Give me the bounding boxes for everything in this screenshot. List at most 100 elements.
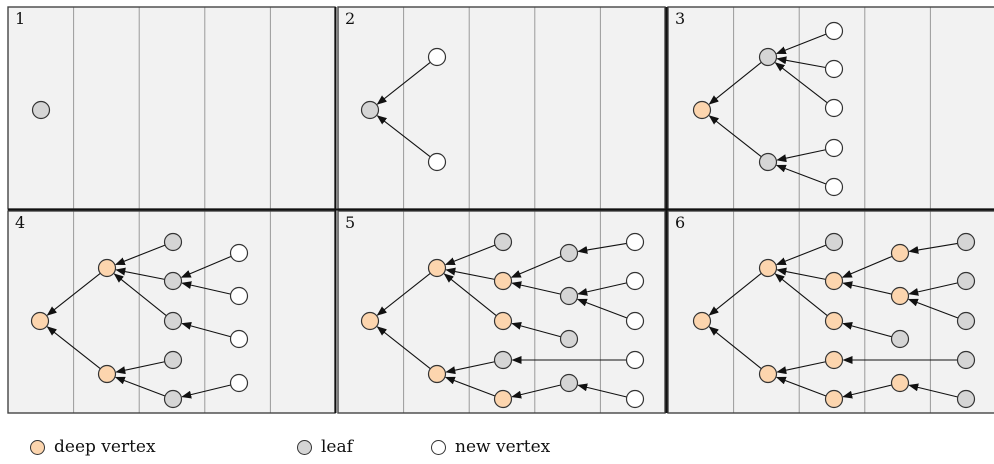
panel-5-edge	[577, 383, 627, 398]
panel-5-number: 5	[345, 213, 355, 232]
panel-1-number: 1	[15, 9, 25, 28]
legend-deep-label: deep vertex	[54, 437, 156, 457]
panel-6-edge	[842, 322, 892, 338]
panel-6-deep-vertex	[758, 258, 778, 278]
panel-4-edge	[114, 376, 166, 397]
panel-5-deep-vertex	[427, 258, 447, 278]
panel-6-edge	[907, 298, 959, 319]
panel-5-edge	[577, 242, 627, 254]
panel-6-edge	[708, 326, 762, 370]
panel-6-deep-vertex	[758, 364, 778, 384]
leaf-swatch-icon	[297, 439, 312, 455]
panel-4-edge	[46, 326, 101, 370]
panel-5-new-vertex	[625, 271, 645, 291]
panel-6-edge	[708, 272, 762, 316]
panel-5-edge	[443, 273, 497, 317]
panel-6-leaf-vertex	[824, 232, 844, 252]
panel-4-edge	[114, 244, 166, 266]
panel-2-edge	[376, 61, 431, 105]
panel-6-edge	[774, 273, 828, 317]
panel-4-leaf-vertex	[163, 232, 183, 252]
panel-3-edge	[776, 149, 826, 163]
panel-6-deep-vertex	[890, 286, 910, 306]
panel-5-edge	[445, 267, 495, 280]
panel-4-edge	[46, 272, 101, 316]
panel-4-deep-vertex	[30, 311, 50, 331]
panel-4-edge	[180, 255, 232, 278]
panel-5-leaf-vertex	[493, 232, 513, 252]
panel-4-number: 4	[15, 213, 25, 232]
panel-4-deep-vertex	[97, 364, 117, 384]
panel-4-deep-vertex	[97, 258, 117, 278]
panel-6-edge	[908, 242, 958, 254]
deep-vertex-swatch-icon	[30, 439, 45, 455]
panel-6-leaf-vertex	[956, 389, 976, 409]
panel-3-new-vertex	[824, 177, 844, 197]
panel-6-leaf-vertex	[956, 271, 976, 291]
panel-4-edge	[181, 322, 231, 338]
legend-new-vertex: new vertex	[431, 436, 550, 458]
panel-3-edge	[775, 164, 827, 185]
panel-4-edge	[181, 384, 231, 399]
panel-6-edge	[776, 267, 826, 280]
panel-6-deep-vertex	[890, 243, 910, 263]
tree-growth-diagram: 1 2 3 4 5 6	[7, 6, 994, 414]
panel-4-edge	[115, 361, 165, 375]
panel-5-edge	[444, 376, 496, 397]
panel-4-leaf-vertex	[163, 350, 183, 370]
panel-2-number: 2	[345, 9, 355, 28]
panel-6-deep-vertex	[824, 389, 844, 409]
panel-5-leaf-vertex	[559, 373, 579, 393]
panel-4-edge	[115, 267, 165, 280]
panel-5-leaf-vertex	[493, 350, 513, 370]
panel-3-leaf-vertex	[758, 152, 778, 172]
panel-3-new-vertex	[824, 138, 844, 158]
panel-4-leaf-vertex	[163, 311, 183, 331]
legend-deep-vertex: deep vertex	[30, 436, 156, 458]
panel-6-deep-vertex	[824, 350, 844, 370]
panel-3-leaf-vertex	[758, 47, 778, 67]
panel-6-frame	[667, 210, 994, 414]
panel-5-deep-vertex	[427, 364, 447, 384]
panel-4-leaf-vertex	[163, 271, 183, 291]
panel-1-leaf-vertex	[31, 100, 51, 120]
panel-5-edge	[511, 281, 561, 295]
panel-3-edge	[775, 33, 827, 55]
panel-5-edge	[511, 322, 561, 338]
panel-3-edge	[776, 56, 826, 69]
panel-6-leaf-vertex	[956, 232, 976, 252]
panel-3-edge	[708, 61, 762, 105]
panel-5-new-vertex	[625, 389, 645, 409]
panel-6-edge	[775, 244, 827, 266]
panel-5-leaf-vertex	[559, 286, 579, 306]
panel-5-edge	[510, 255, 562, 278]
panel-4-new-vertex	[229, 243, 249, 263]
panel-5-edge	[444, 244, 496, 266]
panel-4-leaf-vertex	[163, 389, 183, 409]
panel-5-edge	[445, 361, 495, 375]
panel-3-new-vertex	[824, 21, 844, 41]
panel-4-new-vertex	[229, 286, 249, 306]
panel-4-edge	[113, 273, 167, 317]
panel-5-deep-vertex	[493, 271, 513, 291]
panel-2-new-vertex	[427, 152, 447, 172]
panel-5-edge	[511, 384, 561, 399]
panel-3-new-vertex	[824, 98, 844, 118]
panel-6-edge	[908, 383, 958, 398]
panel-3-edge	[774, 62, 828, 104]
panel-5-edge	[376, 272, 431, 316]
panel-6-edge	[908, 282, 958, 296]
panel-6-number: 6	[675, 213, 685, 232]
panel-5-deep-vertex	[493, 389, 513, 409]
panel-4-new-vertex	[229, 329, 249, 349]
panel-6-deep-vertex	[890, 373, 910, 393]
panel-2-edge	[376, 115, 431, 158]
legend-leaf: leaf	[297, 436, 353, 458]
legend-new-label: new vertex	[455, 437, 551, 457]
panel-6-deep-vertex	[824, 271, 844, 291]
panel-6-edge	[841, 255, 893, 278]
panel-6-leaf-vertex	[956, 350, 976, 370]
panel-5-edge	[376, 326, 431, 370]
panel-6-edge	[776, 361, 826, 375]
panel-3-number: 3	[675, 9, 685, 28]
